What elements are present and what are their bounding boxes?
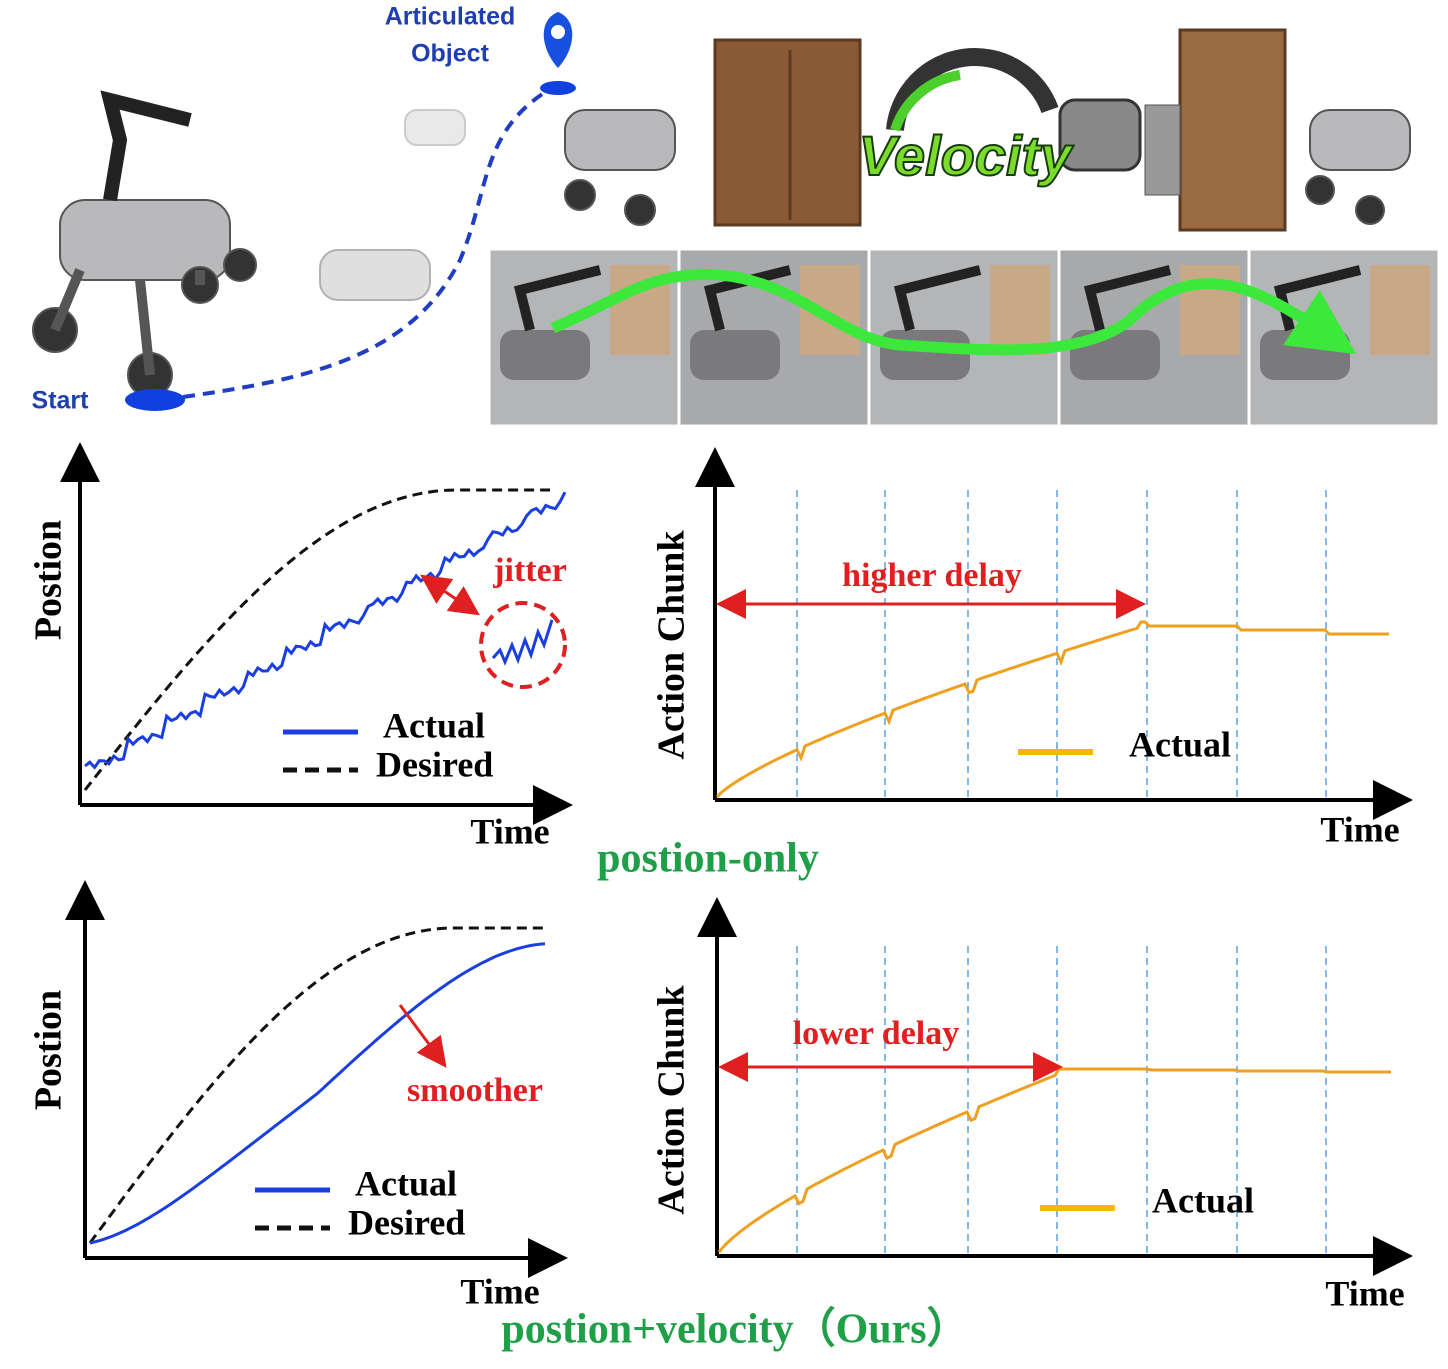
legend-label: Actual	[1129, 724, 1231, 764]
cabinet-illustration	[713, 28, 1287, 232]
photo-robot	[690, 330, 780, 380]
x-axis-label: Time	[470, 811, 549, 851]
photo-robot	[500, 330, 590, 380]
photo-robot	[880, 330, 970, 380]
actual-curve	[89, 942, 546, 1245]
actual-curve	[715, 620, 1389, 798]
photo-arm	[703, 265, 792, 332]
desired-curve	[83, 488, 550, 791]
logo: Velocity	[858, 48, 1142, 188]
photo-arm	[1083, 265, 1172, 332]
row-caption: postion+velocity（Ours）	[501, 1306, 968, 1353]
robot-illustration	[32, 90, 1411, 398]
annotation-arrow	[420, 574, 480, 616]
target-pin	[543, 12, 573, 68]
trajectory-arrow	[550, 268, 1357, 356]
photo-cabinet	[1370, 265, 1430, 355]
y-axis-label: Postion	[28, 990, 70, 1110]
annotation: jitter	[492, 552, 567, 589]
target-base	[540, 81, 576, 95]
legend-label: Desired	[376, 744, 493, 784]
target-label: Articulated	[385, 3, 516, 31]
row-caption: postion-only	[597, 836, 819, 882]
x-axis-label: Time	[460, 1271, 539, 1311]
actual-curve	[717, 1067, 1391, 1254]
legend-label: Desired	[348, 1202, 465, 1242]
x-axis-label: Time	[1325, 1273, 1404, 1313]
zoom-jitter	[491, 619, 554, 666]
actual-curve	[84, 491, 567, 770]
annotation-arrow	[398, 1004, 447, 1068]
photo-cabinet	[990, 265, 1050, 355]
target-label: Object	[411, 40, 489, 68]
y-axis-label: Action Chunk	[651, 985, 693, 1215]
photo-strip	[489, 249, 1439, 426]
pin-hole	[551, 25, 565, 39]
path-line	[182, 86, 554, 399]
legend-label: Actual	[355, 1163, 457, 1203]
photo-arm	[893, 265, 982, 332]
logo-text: Velocity	[859, 124, 1075, 187]
start-label: Start	[32, 387, 90, 415]
annotation: higher delay	[842, 557, 1022, 594]
x-axis-label: Time	[1320, 809, 1399, 849]
desired-curve	[88, 926, 545, 1244]
y-axis-label: Postion	[28, 520, 70, 640]
photo-arm	[513, 265, 602, 332]
legend-label: Actual	[1152, 1180, 1254, 1220]
annotation: smoother	[407, 1072, 543, 1109]
start-marker	[125, 389, 185, 411]
legend-label: Actual	[383, 705, 485, 745]
y-axis-label: Action Chunk	[651, 530, 693, 760]
annotation: lower delay	[793, 1015, 960, 1052]
